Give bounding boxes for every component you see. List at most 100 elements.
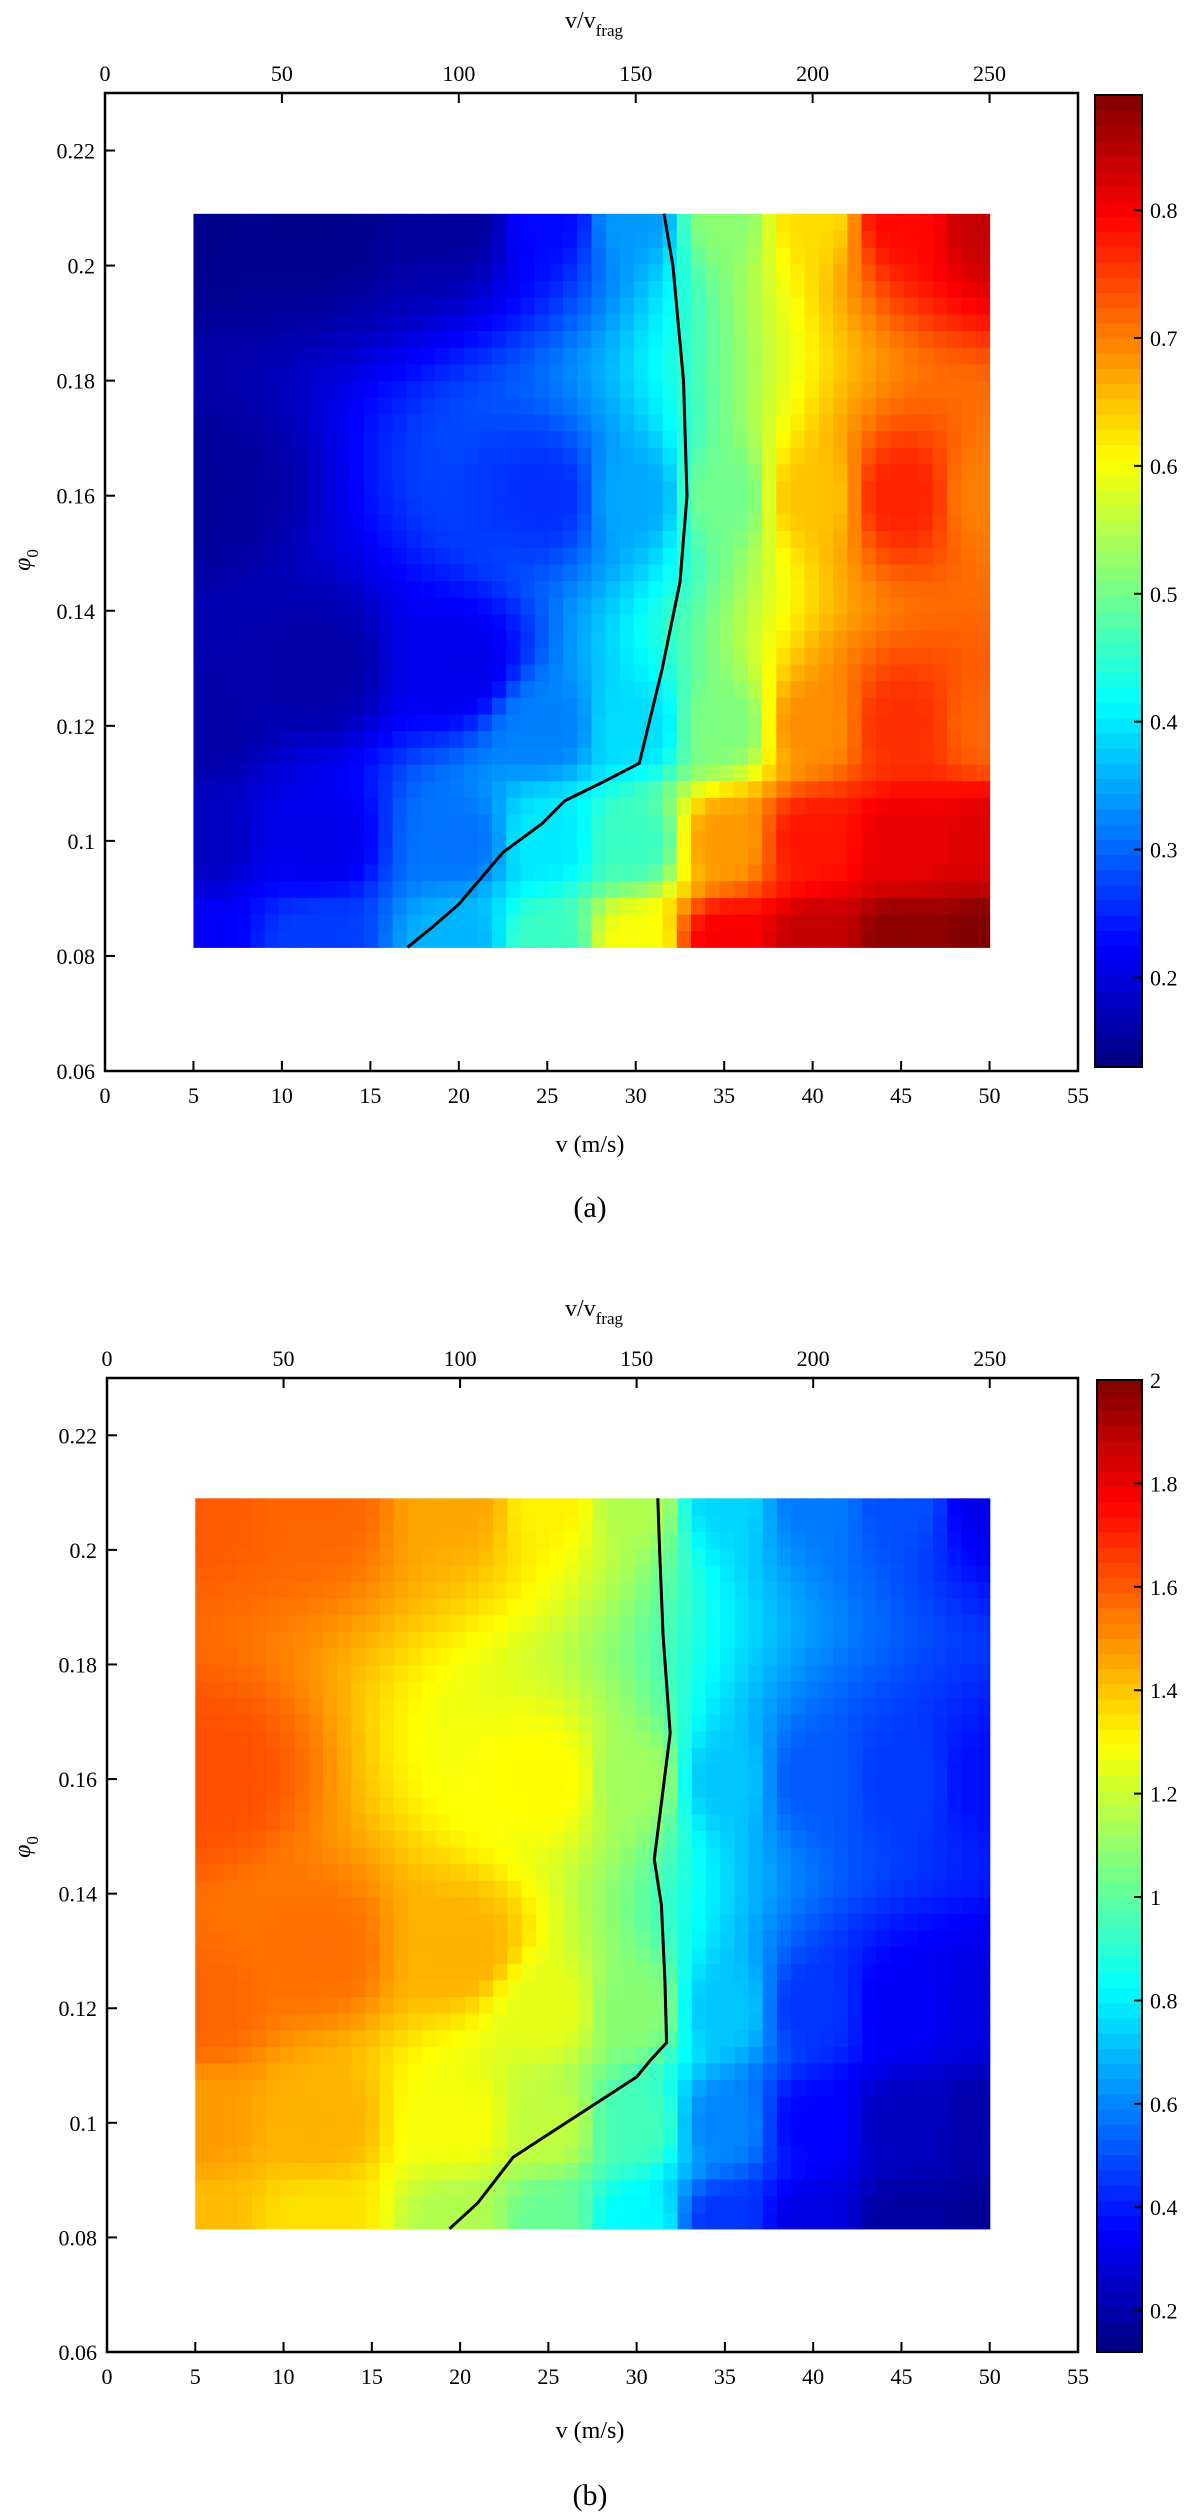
heatmap-cell <box>791 2195 806 2213</box>
heatmap-cell <box>463 480 479 498</box>
heatmap-cell <box>420 647 436 665</box>
heatmap-cell <box>577 247 593 265</box>
heatmap-cell <box>691 1896 707 1914</box>
heatmap-cell <box>620 1730 636 1748</box>
heatmap-cell <box>918 1597 934 1616</box>
heatmap-cell <box>591 230 607 248</box>
heatmap-cell <box>663 1880 679 1898</box>
heatmap-cell <box>549 1664 565 1682</box>
heatmap-cell <box>705 2112 721 2130</box>
heatmap-cell <box>392 913 408 932</box>
heatmap-cell <box>833 1913 849 1931</box>
heatmap-cell <box>237 1597 253 1616</box>
heatmap-cell <box>847 663 863 682</box>
heatmap-cell <box>748 1963 764 1981</box>
heatmap-cell <box>436 1531 452 1549</box>
heatmap-cell <box>734 1946 750 1964</box>
heatmap-cell <box>422 2012 438 2031</box>
heatmap-cell <box>847 697 863 715</box>
heatmap-cell <box>364 780 379 798</box>
heatmap-cell <box>195 1747 211 1765</box>
heatmap-cell <box>947 1747 962 1765</box>
heatmap-cell <box>605 847 621 865</box>
heatmap-cell <box>322 1548 338 1566</box>
heatmap-cell <box>620 2062 636 2080</box>
heatmap-cell <box>493 1730 508 1748</box>
heatmap-cell <box>918 480 934 498</box>
heatmap-cell <box>847 313 863 332</box>
heatmap-cell <box>507 1664 523 1682</box>
heatmap-cell <box>662 930 678 948</box>
heatmap-cell <box>691 363 706 382</box>
heatmap-cell <box>791 2129 806 2147</box>
heatmap-cell <box>520 330 536 348</box>
heatmap-cell <box>833 263 848 282</box>
heatmap-cell <box>420 347 436 365</box>
heatmap-cell <box>250 563 266 582</box>
heatmap-cell <box>662 847 678 865</box>
heatmap-cell <box>634 497 649 515</box>
heatmap-cell <box>932 513 948 532</box>
heatmap-cell <box>663 2195 679 2213</box>
heatmap-cell <box>364 230 379 248</box>
heatmap-cell <box>862 2195 877 2213</box>
heatmap-cell <box>776 547 792 565</box>
heatmap-cell <box>221 330 237 348</box>
heatmap-cell <box>307 297 322 315</box>
heatmap-cell <box>491 680 507 698</box>
heatmap-cell <box>280 1913 296 1931</box>
heatmap-cell <box>534 797 550 815</box>
heatmap-cell <box>193 297 209 315</box>
heatmap-cell <box>662 763 678 782</box>
heatmap-cell <box>946 563 962 582</box>
heatmap-cell <box>862 2162 877 2180</box>
heatmap-cell <box>932 2112 948 2130</box>
heatmap-cell <box>833 1631 849 1649</box>
heatmap-cell <box>563 613 578 632</box>
heatmap-cell <box>392 547 408 565</box>
heatmap-cell <box>322 1531 338 1549</box>
heatmap-cell <box>221 647 237 665</box>
heatmap-cell <box>307 747 322 765</box>
heatmap-cell <box>720 2162 735 2180</box>
heatmap-cell <box>406 580 422 598</box>
heatmap-cell <box>577 363 593 382</box>
heatmap-cell <box>648 380 664 398</box>
heatmap-cell <box>207 213 223 232</box>
heatmap-cell <box>804 763 820 782</box>
heatmap-cell <box>436 1763 452 1782</box>
heatmap-cell <box>337 1830 352 1848</box>
heatmap-cell <box>847 1797 863 1815</box>
heatmap-cell <box>790 397 806 415</box>
heatmap-cell <box>635 1880 650 1898</box>
heatmap-cell <box>918 1614 934 1632</box>
heatmap-cell <box>365 2079 381 2097</box>
heatmap-cell <box>818 630 834 648</box>
heatmap-cell <box>378 597 394 615</box>
heatmap-cell <box>406 747 422 765</box>
heatmap-cell <box>776 1846 792 1865</box>
heatmap-cell <box>904 1797 920 1815</box>
heatmap-cell <box>577 897 593 915</box>
heatmap-cell <box>932 1797 948 1815</box>
heatmap-cell <box>535 1846 551 1865</box>
heatmap-cell <box>861 547 877 565</box>
heatmap-cell <box>677 2096 693 2114</box>
heatmap-cell <box>961 580 976 598</box>
heatmap-cell <box>946 513 962 532</box>
colorbar-swatch <box>1095 155 1142 172</box>
heatmap-cell <box>876 1913 892 1931</box>
heatmap-cell <box>493 1697 508 1715</box>
colorbar-swatch <box>1095 748 1142 764</box>
heatmap-cell <box>223 1631 239 1649</box>
heatmap-cell <box>393 1747 409 1765</box>
heatmap-cell <box>521 2096 537 2114</box>
heatmap-cell <box>322 2162 338 2180</box>
heatmap-cell <box>876 1880 892 1898</box>
heatmap-cell <box>904 1697 920 1715</box>
heatmap-cell <box>221 313 237 332</box>
heatmap-cell <box>762 697 777 715</box>
heatmap-cell <box>294 1863 310 1881</box>
heatmap-cell <box>705 1880 721 1898</box>
heatmap-cell <box>861 380 877 398</box>
